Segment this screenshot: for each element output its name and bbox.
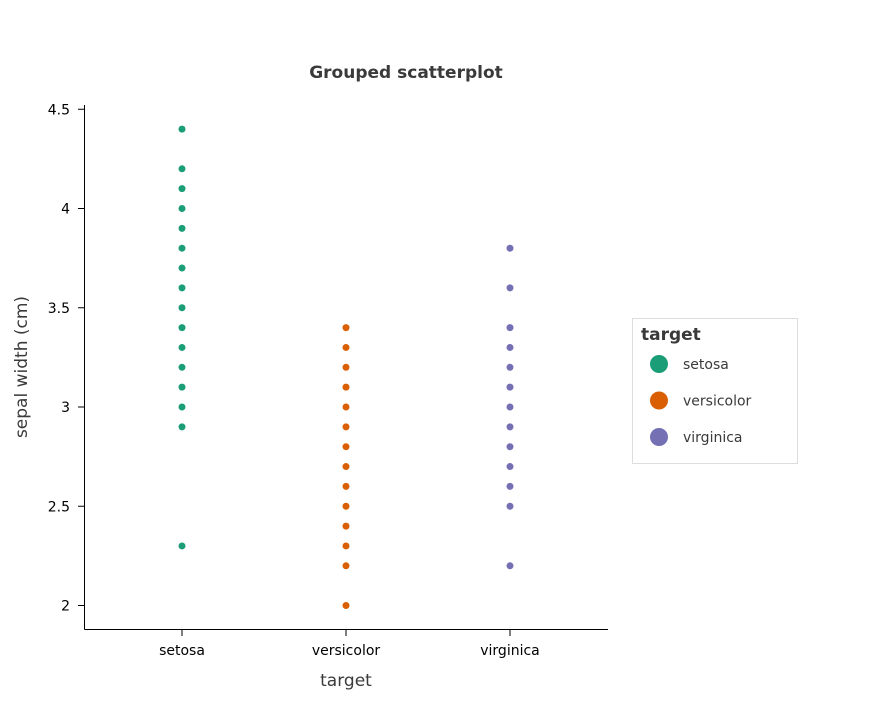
y-tick-label: 2.5 [48, 499, 70, 515]
data-point-setosa [178, 403, 186, 411]
legend-label-versicolor: versicolor [683, 394, 752, 410]
data-point-setosa [178, 185, 186, 193]
data-point-setosa [178, 383, 186, 391]
data-point-virginica [506, 502, 514, 510]
data-point-setosa [178, 224, 186, 232]
data-point-setosa [178, 205, 186, 212]
legend-marker-versicolor [650, 391, 668, 410]
data-points [178, 125, 514, 609]
x-axis: setosa versicolor virginica [84, 629, 608, 659]
data-point-virginica [506, 324, 514, 332]
data-point-setosa [178, 244, 186, 252]
data-point-setosa [178, 304, 186, 312]
series-versicolor [342, 324, 350, 609]
data-point-virginica [506, 423, 514, 431]
data-point-virginica [506, 383, 514, 391]
data-point-virginica [506, 443, 514, 451]
data-point-virginica [506, 562, 514, 570]
data-point-virginica [506, 482, 514, 490]
chart-title: Grouped scatterplot [309, 63, 503, 83]
data-point-setosa [178, 542, 186, 550]
x-tick-label: virginica [480, 643, 540, 659]
legend-label-virginica: virginica [683, 430, 743, 446]
data-point-versicolor [342, 482, 350, 490]
data-point-versicolor [342, 502, 350, 510]
y-axis: 2 2.5 3 3.5 4 4.5 [48, 102, 85, 630]
series-setosa [178, 125, 186, 550]
data-point-versicolor [342, 542, 350, 550]
data-point-setosa [178, 423, 186, 431]
data-point-virginica [506, 284, 514, 292]
data-point-versicolor [342, 562, 350, 570]
data-point-setosa [178, 264, 186, 272]
legend: target setosa versicolor virginica [632, 318, 798, 464]
data-point-setosa [178, 324, 186, 332]
data-point-versicolor [342, 403, 350, 411]
legend-title: target [641, 325, 701, 345]
data-point-virginica [506, 244, 514, 252]
data-point-versicolor [342, 443, 350, 451]
x-tick-label: setosa [159, 643, 205, 659]
data-point-versicolor [342, 324, 350, 332]
data-point-setosa [178, 363, 186, 371]
y-axis-title: sepal width (cm) [12, 296, 32, 438]
y-tick-label: 4 [61, 202, 70, 218]
data-point-virginica [506, 463, 514, 471]
x-axis-title: target [320, 671, 372, 691]
legend-label-setosa: setosa [683, 357, 729, 373]
data-point-versicolor [342, 522, 350, 530]
data-point-versicolor [342, 423, 350, 431]
data-point-versicolor [342, 343, 350, 351]
data-point-versicolor [342, 602, 350, 609]
legend-marker-virginica [650, 428, 668, 446]
data-point-virginica [506, 403, 514, 411]
data-point-setosa [178, 343, 186, 351]
series-virginica [506, 244, 514, 570]
data-point-versicolor [342, 463, 350, 471]
y-tick-label: 3 [61, 400, 70, 416]
y-tick-label: 4.5 [48, 102, 70, 118]
data-point-setosa [178, 165, 186, 173]
data-point-setosa [178, 125, 186, 133]
data-point-setosa [178, 284, 186, 292]
data-point-virginica [506, 343, 514, 351]
y-tick-label: 2 [61, 599, 70, 615]
data-point-versicolor [342, 363, 350, 371]
legend-marker-setosa [650, 355, 668, 373]
x-tick-label: versicolor [312, 643, 381, 659]
data-point-versicolor [342, 383, 350, 391]
y-tick-label: 3.5 [48, 301, 70, 317]
data-point-virginica [506, 363, 514, 371]
legend-entries: setosa versicolor virginica [650, 355, 752, 446]
